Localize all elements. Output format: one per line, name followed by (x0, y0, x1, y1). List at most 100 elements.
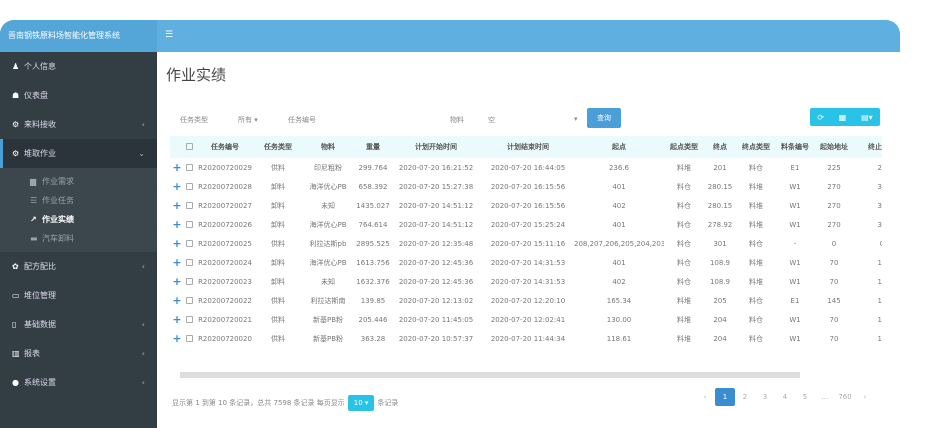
submenu-item[interactable]: ☰ 作业任务 (0, 191, 157, 210)
row-checkbox[interactable] (184, 158, 194, 177)
column-header[interactable]: 起点类型 (664, 136, 704, 158)
sidebar-item[interactable]: ⚙ 堆取作业 ⌄ (0, 139, 157, 168)
submenu-item[interactable]: ↗ 作业实绩 (0, 210, 157, 229)
sidebar-item[interactable]: ● 系统设置 ‹ (0, 368, 157, 397)
column-header[interactable]: 任务类型 (256, 136, 300, 158)
table-cell: R20200720021 (198, 315, 252, 324)
table-cell: 1632.376 (356, 277, 390, 286)
table-cell: - (793, 239, 797, 248)
submenu: ▆ 作业需求 ☰ 作业任务 ↗ 作业实绩 ▬ 汽车卸料 (0, 168, 157, 252)
expand-icon[interactable]: + (172, 218, 182, 231)
table-cell: 2020-07-20 15:25:24 (490, 220, 566, 229)
table-cell: 0 (831, 239, 837, 248)
table-cell: 401 (612, 182, 626, 191)
table-cell: 料仓 (677, 277, 691, 286)
page-link[interactable]: 760 (838, 393, 852, 401)
expand-icon[interactable]: + (172, 180, 182, 193)
select-all-checkbox[interactable] (184, 136, 194, 158)
column-header[interactable]: 起始地址 (814, 136, 854, 158)
table-cell: 供料 (271, 163, 285, 172)
submenu-icon: ▬ (30, 234, 38, 243)
column-header[interactable]: 起点 (574, 136, 664, 158)
sidebar-item-label: 基础数据 (24, 320, 56, 329)
row-checkbox[interactable] (184, 234, 194, 253)
page-link[interactable]: 2 (742, 393, 748, 401)
columns-icon[interactable]: ▤▾ (861, 112, 873, 122)
submenu-item[interactable]: ▬ 汽车卸料 (0, 229, 157, 248)
column-header[interactable]: 料条编号 (776, 136, 814, 158)
page-size-select[interactable]: 10 ▾ (347, 395, 375, 411)
page-link[interactable]: ... (821, 393, 829, 401)
column-header[interactable]: 计划开始时间 (390, 136, 482, 158)
table-cell: 70 (829, 315, 839, 324)
query-button[interactable]: 查询 (587, 108, 621, 128)
table-cell: 236.6 (608, 163, 630, 172)
table-row: + R20200720024 卸料 海洋优心PB 1613.756 2020-07-20 … (170, 253, 882, 272)
footer-pre: 显示第 1 到第 10 条记录，总共 7598 条记录 每页显示 (172, 399, 345, 407)
sidebar-item-label: 系统设置 (24, 378, 56, 387)
row-checkbox[interactable] (184, 291, 194, 310)
page-link[interactable]: 5 (802, 393, 808, 401)
cog-icon: ⚙ (12, 120, 20, 129)
row-checkbox[interactable] (184, 310, 194, 329)
submenu-icon: ☰ (30, 196, 38, 205)
column-header[interactable]: 终止地址 (854, 136, 882, 158)
table-cell: 料仓 (677, 201, 691, 210)
chart-icon: ▥ (12, 349, 20, 358)
column-header[interactable]: 终点 (704, 136, 736, 158)
sidebar-item[interactable]: ▥ 报表 ‹ (0, 339, 157, 368)
page-link[interactable]: 4 (782, 393, 788, 401)
page-link[interactable]: 3 (762, 393, 768, 401)
table-cell: 2020-07-20 14:31:53 (490, 277, 566, 286)
sidebar-item[interactable]: ✿ 配方配比 ‹ (0, 252, 157, 281)
row-checkbox[interactable] (184, 329, 194, 348)
task-type-select[interactable]: 所有 ▾ (238, 116, 258, 124)
expand-icon[interactable]: + (172, 332, 182, 345)
table-cell: 165.34 (606, 296, 632, 305)
row-checkbox[interactable] (184, 215, 194, 234)
expand-icon[interactable]: + (172, 313, 182, 326)
page-link[interactable]: ‹ (703, 393, 707, 401)
page-link[interactable]: 1 (715, 388, 735, 406)
table-cell: 658.392 (358, 182, 388, 191)
expand-icon[interactable]: + (172, 237, 182, 250)
column-header[interactable]: 终点类型 (736, 136, 776, 158)
page-link[interactable]: › (863, 393, 867, 401)
table-cell: 2020-07-20 11:44:34 (490, 334, 566, 343)
sidebar-item-label: 仪表盘 (24, 91, 48, 100)
column-header[interactable]: 重量 (356, 136, 390, 158)
bars-icon[interactable]: ☰ (165, 30, 174, 40)
table-cell: 供料 (271, 239, 285, 248)
column-header[interactable]: 任务编号 (194, 136, 256, 158)
expand-icon[interactable]: + (172, 294, 182, 307)
sidebar-item[interactable]: ▭ 堆位管理 (0, 281, 157, 310)
column-header[interactable]: 计划结束时间 (482, 136, 574, 158)
sidebar-item[interactable]: ▯ 基础数据 ‹ (0, 310, 157, 339)
expand-icon[interactable]: + (172, 199, 182, 212)
material-select[interactable]: 空 ▾ (488, 115, 578, 124)
submenu-icon: ▆ (30, 177, 37, 186)
expand-icon[interactable]: + (172, 275, 182, 288)
row-checkbox[interactable] (184, 272, 194, 291)
table-cell: 料堆 (749, 220, 763, 229)
horizontal-scrollbar[interactable] (180, 372, 800, 378)
sidebar-item[interactable]: ♟ 个人信息 (0, 52, 157, 81)
refresh-icon[interactable]: ⟳ (817, 112, 825, 122)
table-cell: 卸料 (271, 220, 285, 229)
expand-icon[interactable]: + (172, 256, 182, 269)
expand-icon[interactable]: + (172, 161, 182, 174)
sidebar-item[interactable]: ☗ 仪表盘 (0, 81, 157, 110)
table-cell: 205.446 (358, 315, 388, 324)
table-cell: R20200720024 (198, 258, 252, 267)
toggle-view-icon[interactable]: ▦ (838, 112, 847, 122)
column-header[interactable]: 物料 (300, 136, 356, 158)
table-cell: 70 (829, 277, 839, 286)
task-no-input[interactable] (325, 115, 445, 125)
row-checkbox[interactable] (184, 253, 194, 272)
sidebar-item-label: 报表 (24, 349, 40, 358)
row-checkbox[interactable] (184, 196, 194, 215)
row-checkbox[interactable] (184, 177, 194, 196)
sidebar-item[interactable]: ⚙ 来料接收 ‹ (0, 110, 157, 139)
table-cell: 供料 (271, 334, 285, 343)
submenu-item[interactable]: ▆ 作业需求 (0, 172, 157, 191)
